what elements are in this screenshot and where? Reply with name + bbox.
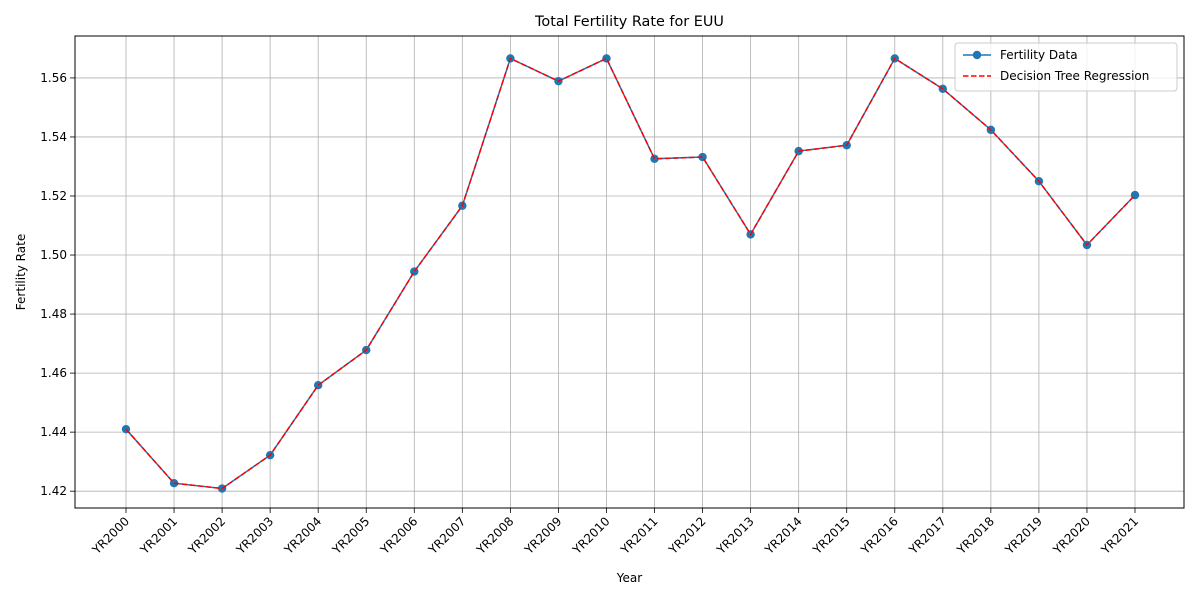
x-tick-label: YR2005 bbox=[329, 514, 372, 557]
x-tick-label: YR2010 bbox=[569, 514, 612, 557]
x-tick-label: YR2018 bbox=[954, 514, 997, 557]
y-tick-label: 1.50 bbox=[40, 248, 67, 262]
x-tick-label: YR2004 bbox=[281, 514, 324, 557]
series-line-decision-tree-regression bbox=[125, 57, 1136, 490]
y-tick-label: 1.48 bbox=[40, 307, 67, 321]
x-tick-label: YR2016 bbox=[858, 514, 901, 557]
legend-label: Fertility Data bbox=[1000, 48, 1078, 62]
x-tick-label: YR2015 bbox=[810, 514, 853, 557]
y-axis-label: Fertility Rate bbox=[14, 234, 28, 310]
legend: Fertility Data Decision Tree Regression bbox=[954, 42, 1178, 92]
x-tick-label: YR2019 bbox=[1002, 514, 1045, 557]
grid-lines bbox=[75, 36, 1184, 508]
series-layer bbox=[121, 54, 1140, 493]
x-tick-label: YR2013 bbox=[713, 514, 756, 557]
x-tick-label: YR2000 bbox=[89, 514, 132, 557]
y-tick-label: 1.42 bbox=[40, 484, 67, 498]
data-point bbox=[602, 54, 611, 63]
y-tick-label: 1.52 bbox=[40, 189, 67, 203]
y-tick-label: 1.54 bbox=[40, 130, 67, 144]
x-tick-label: YR2007 bbox=[425, 514, 468, 557]
y-tick-label: 1.46 bbox=[40, 366, 67, 380]
x-tick-label: YR2009 bbox=[521, 514, 564, 557]
x-tick-label: YR2001 bbox=[137, 514, 180, 557]
x-tick-label: YR2006 bbox=[377, 514, 420, 557]
legend-swatch-marker bbox=[972, 50, 982, 60]
x-tick-label: YR2014 bbox=[761, 514, 804, 557]
x-tick-label: YR2011 bbox=[617, 514, 660, 557]
x-tick-label: YR2002 bbox=[185, 514, 228, 557]
y-tick-label: 1.44 bbox=[40, 425, 67, 439]
legend-label: Decision Tree Regression bbox=[1000, 69, 1149, 83]
chart-title: Total Fertility Rate for EUU bbox=[534, 14, 724, 30]
x-tick-label: YR2008 bbox=[473, 514, 516, 557]
x-tick-label: YR2017 bbox=[906, 514, 949, 557]
x-tick-label: YR2021 bbox=[1098, 514, 1141, 557]
x-tick-label: YR2012 bbox=[665, 514, 708, 557]
plot-frame bbox=[74, 35, 1185, 509]
x-tick-label: YR2020 bbox=[1050, 514, 1093, 557]
x-tick-label: YR2003 bbox=[233, 514, 276, 557]
y-tick-label: 1.56 bbox=[40, 71, 67, 85]
legend-box bbox=[954, 42, 1178, 92]
x-axis-label: Year bbox=[616, 571, 642, 585]
data-point bbox=[650, 154, 659, 163]
